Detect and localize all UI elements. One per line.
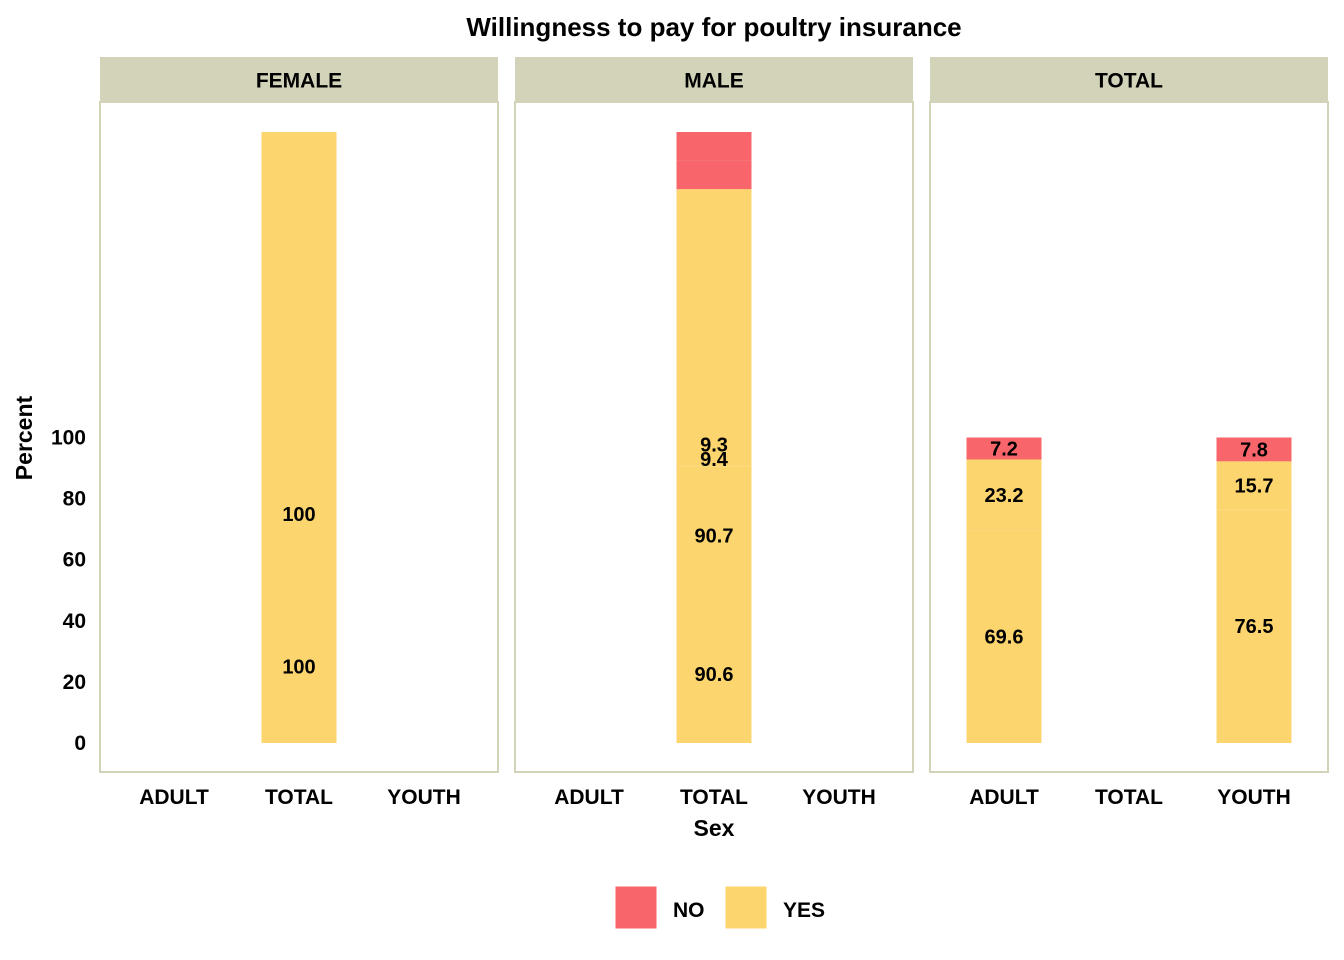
x-tick-label: ADULT <box>554 786 624 809</box>
facet-label: MALE <box>684 70 744 93</box>
data-label: 9.4 <box>700 449 729 471</box>
legend-label: YES <box>783 899 825 922</box>
bar-segment <box>966 530 1042 743</box>
facet-panel: FEMALE ADULT TOTAL YOUTH 100 100 <box>99 57 499 809</box>
legend-swatch <box>724 885 768 930</box>
legend-label: NO <box>673 899 705 922</box>
bar-segment <box>261 437 337 743</box>
chart-title: Willingness to pay for poultry insurance <box>466 12 961 42</box>
data-label: 90.6 <box>695 664 734 686</box>
facet-panel: MALE ADULT TOTAL YOUTH 90.6 90.7 9.49.3 <box>514 57 914 809</box>
y-tick-label: 80 <box>63 488 86 511</box>
facet-strip <box>930 57 1328 102</box>
y-tick-label: 40 <box>63 610 86 633</box>
bar-segment <box>676 132 752 161</box>
x-axis-title: Sex <box>694 815 735 841</box>
bar-segment <box>966 459 1042 531</box>
x-tick-label: TOTAL <box>265 786 333 809</box>
legend: NO YES <box>614 885 825 930</box>
bar-segment <box>1216 461 1292 510</box>
bar-segment <box>676 189 752 467</box>
data-label: 15.7 <box>1235 475 1274 497</box>
facet-strip <box>515 57 913 102</box>
y-tick-label: 60 <box>63 549 86 572</box>
x-tick-label: YOUTH <box>802 786 876 809</box>
bar-segment <box>966 437 1042 460</box>
data-label: 7.2 <box>990 438 1018 460</box>
y-tick-label: 100 <box>51 427 86 450</box>
bar-segment <box>1216 437 1292 462</box>
x-tick-label: ADULT <box>139 786 209 809</box>
y-tick-label: 0 <box>74 732 86 755</box>
data-label: 100 <box>282 657 315 679</box>
bar-segment <box>676 160 752 190</box>
data-label: 76.5 <box>1235 616 1274 638</box>
data-label: 9.3 <box>700 435 728 457</box>
x-tick-label: TOTAL <box>1095 786 1163 809</box>
facet-label: FEMALE <box>256 70 342 93</box>
y-axis-title: Percent <box>11 395 37 480</box>
bar-segment <box>261 132 337 438</box>
data-label: 69.6 <box>985 627 1024 649</box>
x-tick-label: YOUTH <box>1217 786 1291 809</box>
data-label: 90.7 <box>695 525 734 547</box>
data-label: 100 <box>282 504 315 526</box>
facet-panel: TOTAL ADULT TOTAL YOUTH 69.6 23.2 7.2 76.5 15.7 7… <box>929 57 1329 809</box>
x-tick-label: TOTAL <box>680 786 748 809</box>
facet-label: TOTAL <box>1095 70 1163 93</box>
bar-segment <box>1216 509 1292 743</box>
bar-segment <box>676 466 752 743</box>
data-label: 7.8 <box>1240 439 1268 461</box>
y-axis-ticks: 0 20 40 60 80 100 <box>51 427 86 756</box>
data-label: 23.2 <box>985 485 1024 507</box>
facet-strip <box>100 57 498 102</box>
x-tick-label: ADULT <box>969 786 1039 809</box>
y-tick-label: 20 <box>63 671 86 694</box>
x-tick-label: YOUTH <box>387 786 461 809</box>
legend-swatch <box>614 885 658 930</box>
